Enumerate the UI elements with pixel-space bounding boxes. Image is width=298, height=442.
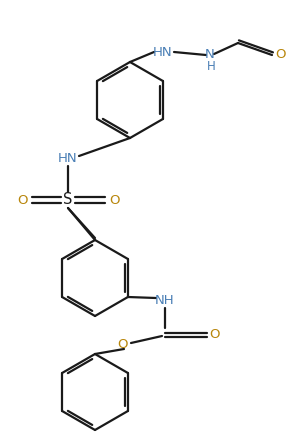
Text: H: H: [207, 61, 215, 73]
Text: NH: NH: [155, 293, 175, 306]
Text: HN: HN: [153, 46, 173, 58]
Text: O: O: [210, 328, 220, 342]
Text: O: O: [275, 49, 285, 61]
Text: S: S: [63, 193, 73, 207]
Text: O: O: [117, 339, 127, 351]
Text: HN: HN: [58, 152, 78, 164]
Text: O: O: [17, 194, 27, 206]
Text: O: O: [110, 194, 120, 206]
Text: N: N: [205, 49, 215, 61]
